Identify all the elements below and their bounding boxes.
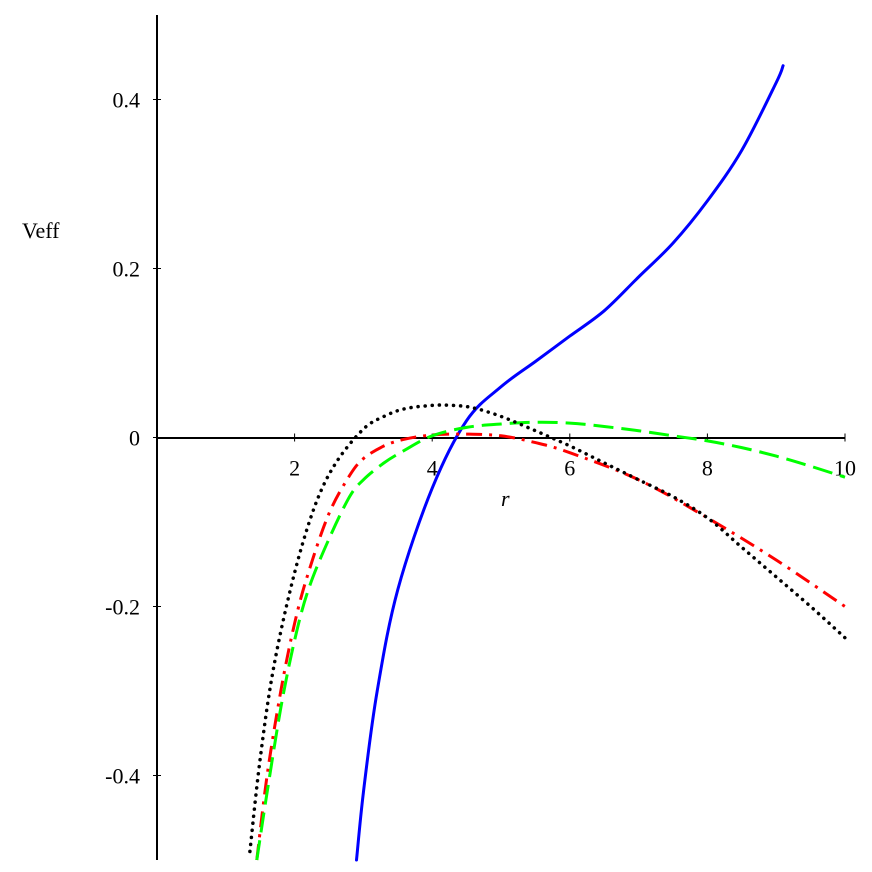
y-tick-label: 0: [129, 426, 140, 451]
series-line-dashed: [255, 420, 846, 861]
tick-group: 2 4 6 8 10 -0.4 -0.2 0 0.2 0.4: [105, 88, 856, 789]
x-tick-label: 6: [564, 456, 575, 481]
y-tick-label: -0.4: [105, 764, 140, 789]
series-line-solid: [355, 64, 785, 862]
x-tick-label: 8: [702, 456, 713, 481]
y-tick-label: 0.2: [113, 257, 141, 282]
x-axis-label: r: [501, 486, 510, 511]
x-tick-label: 2: [289, 456, 300, 481]
series-line-dotted: [248, 403, 847, 854]
y-tick-label: 0.4: [113, 88, 141, 113]
series-group: [248, 64, 847, 862]
plot-area: 2 4 6 8 10 -0.4 -0.2 0 0.2 0.4 Veff r: [22, 15, 856, 862]
y-tick-label: -0.2: [105, 595, 140, 620]
y-axis-label: Veff: [22, 218, 60, 243]
x-tick-label: 10: [834, 456, 856, 481]
x-tick-label: 4: [427, 456, 438, 481]
series-line-dashdot: [255, 432, 846, 861]
